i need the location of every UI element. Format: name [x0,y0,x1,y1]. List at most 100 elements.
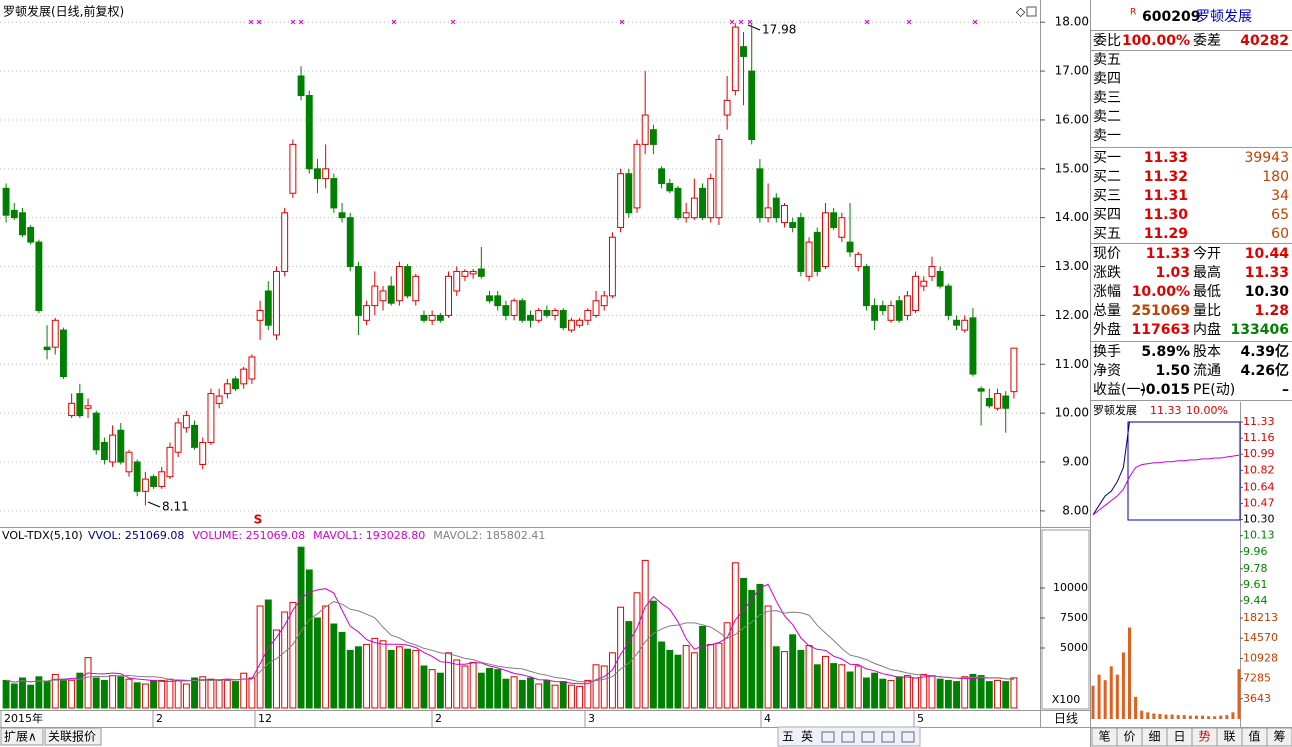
candle-body [838,217,846,238]
legend-entry: MAVOL2: 185802.41 [433,529,545,542]
intraday-volume [1140,710,1144,719]
candle-body [977,388,985,392]
quote-value: -0.015 [1140,382,1190,398]
candle-body [412,275,420,302]
marker [906,19,912,25]
quote-label: 最低 [1193,284,1221,300]
volume-bar [985,681,993,709]
badge: R [1130,8,1136,18]
ime-icon[interactable] [841,731,855,743]
intraday-volume [1115,674,1119,719]
candle-body [1010,347,1018,393]
candle-body [608,236,616,297]
ime-icon[interactable] [861,731,875,743]
candle-body [428,314,436,321]
candle-body [772,197,780,219]
intraday-price: 11.33 [1150,404,1182,417]
y-tick-label: 10.30 [1243,513,1275,526]
ime-label[interactable]: 英 [801,730,813,744]
intraday-volume [1201,715,1204,719]
volume-bar [813,664,821,709]
quote-value: 10.30 [1245,284,1290,300]
ime-label[interactable]: 五 [782,730,794,744]
toolbar-tab-label[interactable]: 关联报价 [48,729,96,744]
quote-label: 65 [1271,207,1289,223]
candle-body [658,168,666,184]
volume-bar [690,652,698,709]
candle-body [944,285,952,316]
y-tick-label: 10000 [1053,581,1088,594]
toolbar-tab[interactable] [0,727,44,746]
ime-icon[interactable] [821,731,835,743]
side-tab-label[interactable]: 细 [1148,730,1160,744]
icon[interactable] [1026,6,1037,17]
volume-bar [100,679,108,709]
quote-label: 换手 [1093,343,1121,360]
volume-bar [314,617,321,709]
y-tick-label: 11.33 [1243,415,1275,428]
side-tab-label[interactable]: 筹 [1273,730,1285,744]
candle-body [199,441,207,465]
candle-body [461,270,469,277]
ime-icon[interactable] [901,731,915,743]
y-tick-label: 16.00 [1055,112,1089,126]
volume-bar [43,681,51,709]
volume-bar [27,684,35,709]
candle-body [789,222,797,228]
volume-bar [535,683,543,709]
volume-bar [797,649,805,709]
ime-bar [777,726,921,747]
quote-value: 1.03 [1155,265,1190,281]
intraday-volume [1121,652,1125,719]
volume-bar [568,684,575,709]
toolbar-tab[interactable] [44,727,102,746]
candle-body [191,424,198,448]
side-tab-label[interactable]: 联 [1223,730,1235,744]
candle-body [764,207,772,219]
volume-bar [191,677,198,709]
volume-bar [781,651,788,709]
y-tick-label: 10.47 [1243,496,1275,509]
quote-label: 39943 [1244,150,1289,166]
candle-body [969,317,977,375]
side-tab-label[interactable]: 笔 [1098,729,1110,744]
candle-body [354,266,362,316]
quote-label: 卖五 [1093,52,1121,68]
candle-body [346,217,354,268]
quote-label: 180 [1262,169,1289,185]
side-tab-label[interactable]: 日 [1173,730,1185,744]
volume-bar [371,637,379,709]
volume-bar [641,559,649,709]
x-tick-label: 2 [435,712,442,725]
ime-icon[interactable] [881,731,895,743]
volume-bar [166,678,174,709]
volume-bar [994,679,1001,709]
volume-bar [207,678,215,709]
candle-body [141,478,149,492]
candle-body [862,266,870,307]
quote-value: 10.44 [1245,246,1290,262]
toolbar-tab-label[interactable]: 扩展∧ [4,730,37,744]
volume-bar [51,673,59,709]
candle-body [1002,395,1010,409]
candle-body [19,212,26,236]
icon[interactable]: ◇ [1016,5,1026,19]
side-tab[interactable] [1266,727,1292,747]
side-tab-label[interactable]: 价 [1123,730,1135,744]
candle-body [879,305,887,312]
marker [298,19,304,25]
side-tab-label[interactable]: 势 [1198,730,1210,744]
quote-value: 11.29 [1144,226,1188,242]
marker [864,19,870,25]
quote-value: 4.26亿 [1240,362,1289,379]
side-tab-label[interactable]: 值 [1248,729,1260,744]
y-tick-label: 17.00 [1055,64,1089,78]
candle-body [68,402,76,417]
candle-body [84,405,92,409]
annotation-arrow [147,501,161,508]
volume-bar [912,677,920,709]
y-tick-label: 5000 [1060,641,1088,654]
volume-bar [248,677,256,709]
candle-body [35,241,43,312]
volume-bar [969,673,977,709]
